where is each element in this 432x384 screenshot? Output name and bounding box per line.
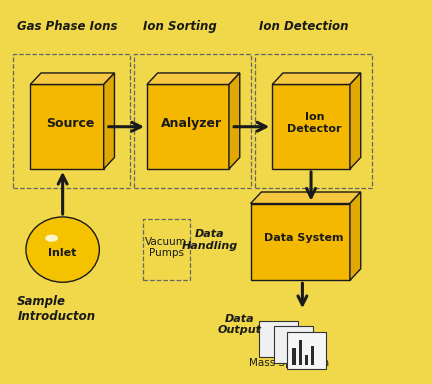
Polygon shape — [30, 73, 114, 84]
Text: Gas Phase Ions: Gas Phase Ions — [17, 20, 118, 33]
Bar — [305, 355, 308, 365]
Text: Ion
Detector: Ion Detector — [287, 113, 342, 134]
Bar — [292, 348, 296, 365]
Polygon shape — [30, 84, 104, 169]
Polygon shape — [350, 73, 361, 169]
Text: Data
Output: Data Output — [218, 314, 262, 335]
Bar — [259, 321, 298, 357]
Text: Mass Spectrum: Mass Spectrum — [249, 358, 330, 368]
Text: Vacuum
Pumps: Vacuum Pumps — [146, 237, 187, 258]
Polygon shape — [147, 73, 240, 84]
Text: Data System: Data System — [264, 233, 343, 243]
Bar — [13, 54, 130, 188]
Bar — [299, 340, 302, 365]
Text: Ion Detection: Ion Detection — [259, 20, 349, 33]
Polygon shape — [350, 192, 361, 280]
Bar — [134, 54, 251, 188]
Polygon shape — [147, 84, 229, 169]
Polygon shape — [251, 204, 350, 280]
Polygon shape — [251, 192, 361, 204]
Bar — [274, 326, 313, 363]
Polygon shape — [229, 73, 240, 169]
Ellipse shape — [26, 217, 99, 282]
Polygon shape — [104, 73, 114, 169]
Bar — [311, 346, 314, 365]
Bar — [255, 54, 372, 188]
Polygon shape — [272, 84, 350, 169]
Text: Source: Source — [46, 117, 94, 130]
Bar — [287, 332, 326, 369]
Text: Data
Handling: Data Handling — [181, 229, 238, 251]
Text: Inlet: Inlet — [48, 248, 77, 258]
Text: Sample
Introducton: Sample Introducton — [17, 295, 95, 323]
Text: Ion Sorting: Ion Sorting — [143, 20, 216, 33]
Text: Analyzer: Analyzer — [161, 117, 222, 130]
Bar — [143, 219, 190, 280]
Polygon shape — [272, 73, 361, 84]
Ellipse shape — [45, 235, 58, 242]
